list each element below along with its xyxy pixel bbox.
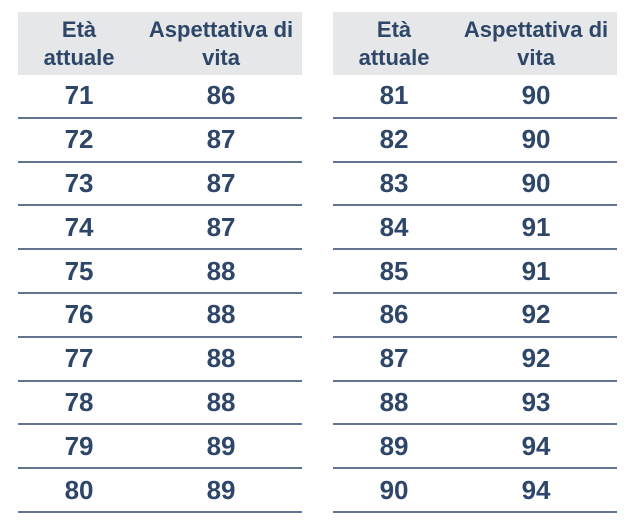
table-row: 86 92 xyxy=(333,294,617,338)
table-row: 83 90 xyxy=(333,163,617,207)
table-header: Età attuale Aspettativa di vita xyxy=(333,12,617,75)
current-age-cell: 73 xyxy=(64,167,94,198)
table-row: 87 92 xyxy=(333,338,617,382)
header-life-expectancy-label: Aspettativa di vita xyxy=(463,17,609,70)
current-age-cell: 90 xyxy=(379,474,409,505)
table-row: 88 93 xyxy=(333,382,617,426)
current-age-cell: 79 xyxy=(64,430,94,461)
current-age-cell: 87 xyxy=(379,343,409,374)
table-row: 76 88 xyxy=(18,294,302,338)
life-expectancy-cell: 91 xyxy=(521,211,551,242)
life-expectancy-cell: 94 xyxy=(521,474,551,505)
life-expectancy-cell: 90 xyxy=(521,167,551,198)
current-age-cell: 88 xyxy=(379,386,409,417)
table-row: 80 89 xyxy=(18,469,302,513)
table-row: 81 90 xyxy=(333,75,617,119)
table-row: 78 88 xyxy=(18,382,302,426)
table-row: 72 87 xyxy=(18,119,302,163)
life-expectancy-cell: 94 xyxy=(521,430,551,461)
current-age-cell: 77 xyxy=(64,343,94,374)
table-body: 71 86 72 87 73 87 74 87 75 88 76 88 77 88 78 88 79 89 80 89 xyxy=(18,75,302,513)
current-age-cell: 74 xyxy=(64,211,94,242)
current-age-cell: 76 xyxy=(64,299,94,330)
current-age-cell: 71 xyxy=(64,80,94,111)
table-ages-81-90: Età attuale Aspettativa di vita 81 90 82 90… xyxy=(333,12,617,530)
table-ages-71-80: Età attuale Aspettativa di vita 71 86 72 87… xyxy=(18,12,302,530)
table-row: 77 88 xyxy=(18,338,302,382)
table-row: 75 88 xyxy=(18,250,302,294)
table-row: 79 89 xyxy=(18,425,302,470)
current-age-cell: 83 xyxy=(379,167,409,198)
current-age-cell: 82 xyxy=(379,124,409,155)
life-expectancy-cell: 86 xyxy=(206,80,236,111)
header-life-expectancy-label: Aspettativa di vita xyxy=(148,17,294,70)
table-row: 84 91 xyxy=(333,206,617,251)
table-header: Età attuale Aspettativa di vita xyxy=(18,12,302,75)
life-expectancy-cell: 92 xyxy=(521,299,551,330)
table-row: 71 86 xyxy=(18,75,302,119)
current-age-cell: 86 xyxy=(379,299,409,330)
table-row: 82 90 xyxy=(333,119,617,163)
life-expectancy-cell: 88 xyxy=(206,299,236,330)
table-row: 85 91 xyxy=(333,250,617,294)
current-age-cell: 81 xyxy=(379,80,409,111)
life-expectancy-cell: 89 xyxy=(206,430,236,461)
life-expectancy-cell: 87 xyxy=(206,124,236,155)
life-expectancy-cell: 89 xyxy=(206,474,236,505)
current-age-cell: 78 xyxy=(64,386,94,417)
life-expectancy-cell: 91 xyxy=(521,255,551,286)
table-row: 74 87 xyxy=(18,206,302,251)
life-expectancy-cell: 88 xyxy=(206,343,236,374)
current-age-cell: 80 xyxy=(64,474,94,505)
life-expectancy-cell: 90 xyxy=(521,80,551,111)
header-current-age-label: Età attuale xyxy=(358,17,430,70)
header-current-age: Età attuale xyxy=(333,12,455,75)
life-expectancy-cell: 90 xyxy=(521,124,551,155)
header-current-age: Età attuale xyxy=(18,12,140,75)
life-expectancy-cell: 87 xyxy=(206,211,236,242)
header-current-age-label: Età attuale xyxy=(43,17,115,70)
life-expectancy-cell: 93 xyxy=(521,386,551,417)
life-expectancy-cell: 88 xyxy=(206,386,236,417)
current-age-cell: 75 xyxy=(64,255,94,286)
table-row: 90 94 xyxy=(333,469,617,513)
table-row: 73 87 xyxy=(18,163,302,207)
current-age-cell: 85 xyxy=(379,255,409,286)
life-expectancy-cell: 88 xyxy=(206,255,236,286)
header-life-expectancy: Aspettativa di vita xyxy=(140,12,302,75)
life-expectancy-cell: 92 xyxy=(521,343,551,374)
header-life-expectancy: Aspettativa di vita xyxy=(455,12,617,75)
life-expectancy-cell: 87 xyxy=(206,167,236,198)
table-body: 81 90 82 90 83 90 84 91 85 91 86 92 87 92 88 93 89 94 90 94 xyxy=(333,75,617,513)
table-row: 89 94 xyxy=(333,425,617,470)
current-age-cell: 89 xyxy=(379,430,409,461)
current-age-cell: 72 xyxy=(64,124,94,155)
current-age-cell: 84 xyxy=(379,211,409,242)
